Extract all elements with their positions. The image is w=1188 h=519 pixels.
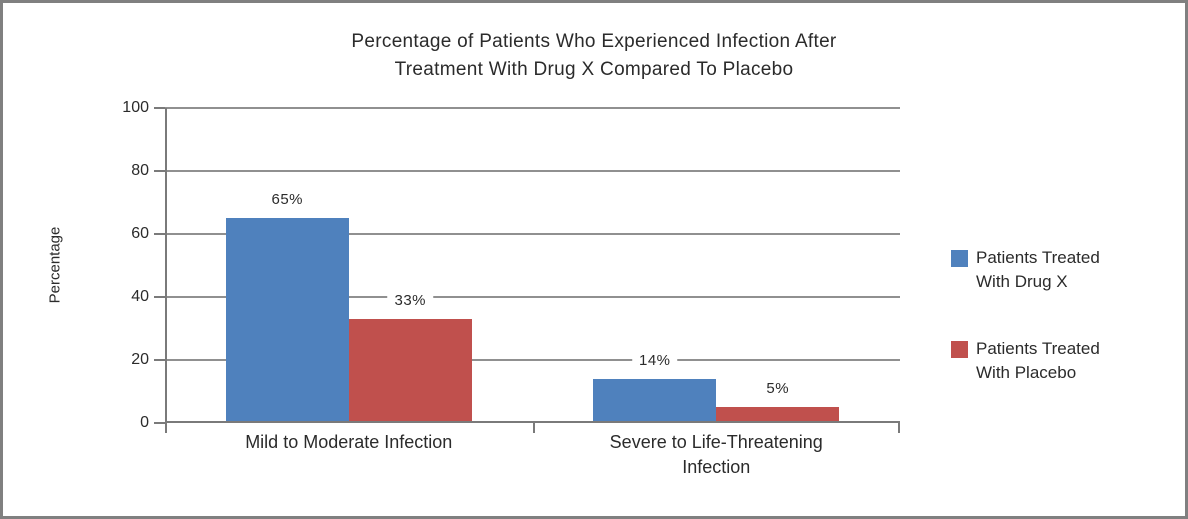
y-axis-tick xyxy=(154,359,165,361)
y-axis-tick xyxy=(154,422,165,424)
bar-data-label: 65% xyxy=(264,190,311,210)
y-tick-label: 60 xyxy=(131,225,149,242)
y-tick-label: 100 xyxy=(122,99,149,116)
x-axis-tick xyxy=(165,423,167,433)
chart-title: Percentage of Patients Who Experienced I… xyxy=(3,28,1185,84)
y-axis-tick xyxy=(154,170,165,172)
y-tick-label: 40 xyxy=(131,288,149,305)
bar xyxy=(225,218,349,423)
y-tick-label: 20 xyxy=(131,351,149,368)
legend-label: Patients Treated With Drug X xyxy=(976,248,1100,291)
chart-title-line-2: Treatment With Drug X Compared To Placeb… xyxy=(394,59,794,80)
legend-item: Patients Treated With Placebo xyxy=(951,337,1138,385)
legend: Patients Treated With Drug X Patients Tre… xyxy=(951,246,1138,428)
plot-area: 0 20 40 60 80 100 65% 14% 33% 5% Mild to Moderate … xyxy=(122,99,900,477)
bar-data-label: 33% xyxy=(387,291,434,311)
bar xyxy=(593,378,717,423)
y-axis-tick xyxy=(154,107,165,109)
gridline xyxy=(165,233,900,235)
gridline xyxy=(165,170,900,172)
category-label: Mild to Moderate Infection xyxy=(165,430,533,455)
y-tick-label: 0 xyxy=(140,414,149,431)
y-axis-title: Percentage xyxy=(46,226,64,304)
y-axis-tick xyxy=(154,296,165,298)
bar xyxy=(716,407,840,423)
bar-data-label: 14% xyxy=(631,350,678,370)
bar-data-label: 5% xyxy=(759,379,797,399)
category-label-text: Severe to Life-Threatening Infection xyxy=(609,432,823,477)
bar xyxy=(348,319,472,423)
y-tick-label: 80 xyxy=(131,162,149,179)
category-label-text: Mild to Moderate Infection xyxy=(245,432,453,452)
x-axis-tick xyxy=(532,423,535,433)
x-axis-tick xyxy=(898,423,900,433)
chart-title-line-1: Percentage of Patients Who Experienced I… xyxy=(351,31,837,52)
legend-swatch-icon xyxy=(951,250,968,267)
y-axis-line xyxy=(165,108,167,423)
legend-item: Patients Treated With Drug X xyxy=(951,246,1138,294)
gridline xyxy=(165,296,900,298)
category-label: Severe to Life-Threatening Infection xyxy=(533,430,901,480)
y-axis-tick xyxy=(154,233,165,235)
legend-label: Patients Treated With Placebo xyxy=(976,339,1100,382)
legend-swatch-icon xyxy=(951,341,968,358)
gridline xyxy=(165,107,900,109)
gridline xyxy=(165,359,900,361)
x-axis-line xyxy=(165,421,900,423)
